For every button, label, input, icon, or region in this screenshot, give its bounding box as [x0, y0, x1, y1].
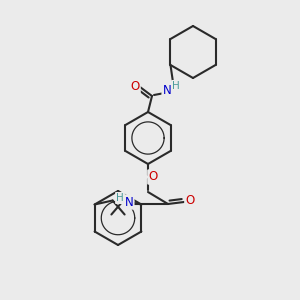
- Text: O: O: [185, 194, 195, 208]
- Text: O: O: [148, 170, 158, 184]
- Text: N: N: [124, 196, 134, 208]
- Text: H: H: [172, 81, 180, 91]
- Text: O: O: [130, 80, 140, 92]
- Text: N: N: [163, 83, 171, 97]
- Text: H: H: [116, 193, 124, 203]
